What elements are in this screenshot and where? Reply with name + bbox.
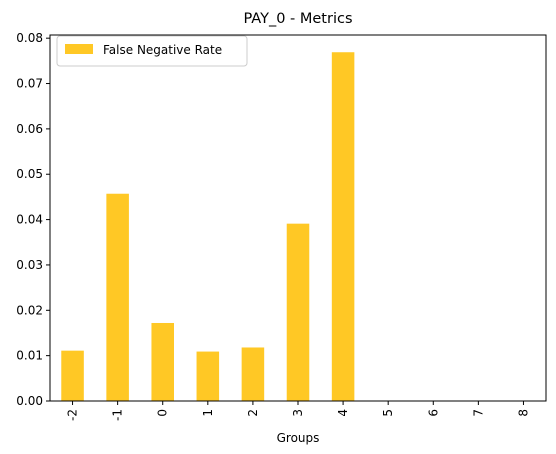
x-tick-label: 5 (381, 409, 395, 417)
y-tick-label: 0.00 (16, 394, 43, 408)
x-tick-label: -1 (111, 409, 125, 421)
y-tick-label: 0.06 (16, 122, 43, 136)
x-tick-label: 3 (291, 409, 305, 417)
legend-label: False Negative Rate (103, 43, 222, 57)
x-tick-label: 1 (201, 409, 215, 417)
y-tick-label: 0.01 (16, 349, 43, 363)
bar (61, 350, 84, 401)
y-tick-label: 0.07 (16, 77, 43, 91)
plot-frame (49, 34, 547, 402)
bar (241, 347, 265, 401)
legend: False Negative Rate (56, 35, 248, 67)
bar (106, 193, 129, 401)
bar (196, 351, 220, 401)
y-tick-label: 0.04 (16, 213, 43, 227)
x-axis-label: Groups (277, 431, 320, 445)
legend-frame (56, 35, 248, 67)
x-tick-label: 4 (336, 409, 350, 417)
x-axis: -2 -1 0 1 2 3 4 5 6 7 8 (66, 401, 530, 421)
chart-title: PAY_0 - Metrics (243, 11, 352, 27)
bar (286, 223, 310, 401)
x-tick-label: 0 (156, 409, 170, 417)
x-tick-label: 8 (516, 409, 530, 417)
x-tick-label: 7 (471, 409, 485, 417)
x-tick-label: 6 (426, 409, 440, 417)
bar (331, 52, 355, 402)
y-tick-label: 0.03 (16, 258, 43, 272)
y-axis: 0.00 0.01 0.02 0.03 0.04 0.05 0.06 0.07 0.08 (16, 31, 50, 408)
y-tick-label: 0.02 (16, 303, 43, 317)
bar-group (61, 52, 355, 402)
legend-swatch (65, 44, 93, 54)
bar (151, 322, 174, 401)
x-tick-label: 2 (246, 409, 260, 417)
x-tick-label: -2 (66, 409, 80, 421)
y-tick-label: 0.08 (16, 31, 43, 45)
y-tick-label: 0.05 (16, 167, 43, 181)
